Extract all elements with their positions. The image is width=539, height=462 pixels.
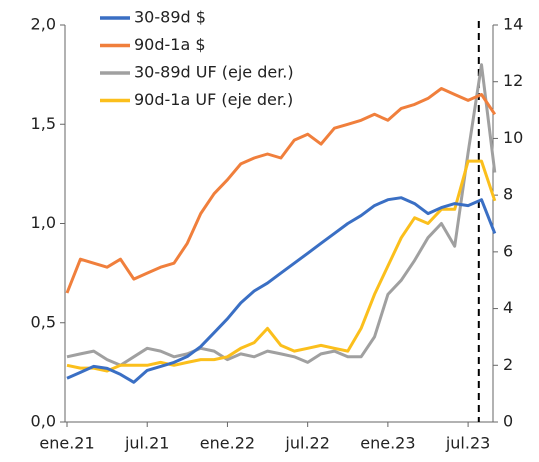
y2-tick-label: 8 <box>503 185 513 204</box>
y2-tick-label: 0 <box>503 412 513 431</box>
y-tick-label: 1,5 <box>31 114 56 133</box>
series-line <box>65 87 497 294</box>
x-tick-label: ene.22 <box>200 434 255 453</box>
x-tick-label: jul.21 <box>124 434 169 453</box>
y-tick-label: 0,0 <box>31 412 56 431</box>
x-tick-label: ene.21 <box>39 434 94 453</box>
y-tick-label: 2,0 <box>31 15 56 34</box>
series-line <box>66 63 497 367</box>
y2-tick-label: 14 <box>503 15 523 34</box>
y2-tick-label: 10 <box>503 128 523 147</box>
legend-label: 30-89d UF (eje der.) <box>134 63 294 82</box>
y2-tick-label: 6 <box>503 241 513 260</box>
y2-tick-label: 12 <box>503 71 523 90</box>
y-tick-label: 1,0 <box>31 213 56 232</box>
y-tick-label: 0,5 <box>31 312 56 331</box>
legend-label: 30-89d $ <box>134 8 206 27</box>
x-tick-label: jul.23 <box>445 434 490 453</box>
x-tick-label: jul.22 <box>284 434 329 453</box>
series-line <box>66 159 497 373</box>
y2-tick-label: 4 <box>503 298 513 317</box>
y2-tick-label: 2 <box>503 355 513 374</box>
legend-label: 90d-1a UF (eje der.) <box>134 90 293 109</box>
x-tick-label: ene.23 <box>360 434 415 453</box>
series-line <box>66 196 497 384</box>
legend-label: 90d-1a $ <box>134 35 206 54</box>
